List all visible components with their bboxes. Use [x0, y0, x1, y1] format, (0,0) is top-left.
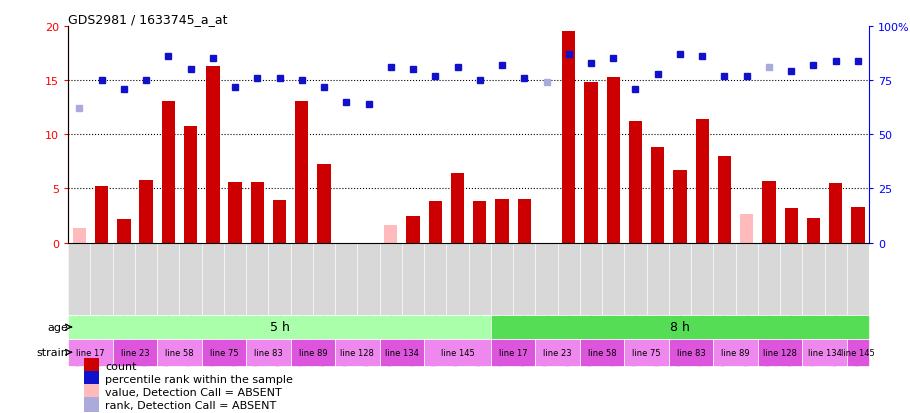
Bar [162, 102, 175, 243]
Bar [85, 397, 98, 412]
Bar [318, 164, 330, 243]
Bar [379, 339, 424, 366]
Bar [228, 183, 242, 243]
Bar [669, 339, 713, 366]
Bar [673, 171, 687, 243]
Bar [73, 228, 86, 243]
Bar [68, 315, 490, 339]
Text: age: age [47, 322, 68, 332]
Bar [713, 339, 758, 366]
Bar [718, 157, 731, 243]
Bar [117, 219, 130, 243]
Text: line 89: line 89 [298, 348, 328, 357]
Bar [384, 226, 398, 243]
Bar [874, 191, 887, 243]
Bar [250, 183, 264, 243]
Bar [407, 216, 420, 243]
Text: line 83: line 83 [677, 348, 705, 357]
Bar [207, 67, 219, 243]
Text: GDS2981 / 1633745_a_at: GDS2981 / 1633745_a_at [68, 13, 228, 26]
Text: strain: strain [36, 347, 68, 357]
Text: line 89: line 89 [722, 348, 750, 357]
Bar [68, 339, 113, 366]
Bar [535, 339, 580, 366]
Text: line 145: line 145 [440, 348, 474, 357]
Text: line 128: line 128 [763, 348, 797, 357]
Bar [758, 339, 803, 366]
Bar [335, 339, 379, 366]
Bar [490, 339, 535, 366]
Bar [803, 339, 847, 366]
Bar [580, 339, 624, 366]
Bar [273, 201, 287, 243]
Bar [202, 339, 247, 366]
Text: rank, Detection Call = ABSENT: rank, Detection Call = ABSENT [105, 400, 277, 410]
Text: percentile rank within the sample: percentile rank within the sample [105, 374, 293, 384]
Bar [490, 315, 869, 339]
Bar [651, 148, 664, 243]
Bar [295, 102, 308, 243]
Bar [290, 339, 335, 366]
Bar [139, 180, 153, 243]
Text: line 23: line 23 [121, 348, 149, 357]
Bar [629, 122, 642, 243]
Text: line 58: line 58 [588, 348, 616, 357]
Bar [584, 83, 598, 243]
Bar [113, 339, 157, 366]
Text: line 17: line 17 [76, 348, 105, 357]
Text: line 75: line 75 [632, 348, 661, 357]
Bar [85, 384, 98, 399]
Text: count: count [105, 361, 136, 371]
Bar [695, 120, 709, 243]
Bar [85, 371, 98, 387]
Bar [829, 184, 843, 243]
Text: value, Detection Call = ABSENT: value, Detection Call = ABSENT [105, 387, 282, 397]
Bar [851, 207, 864, 243]
Text: line 83: line 83 [254, 348, 283, 357]
Bar [847, 339, 869, 366]
Bar [518, 200, 531, 243]
Bar [495, 200, 509, 243]
Text: line 128: line 128 [340, 348, 374, 357]
Text: line 75: line 75 [209, 348, 238, 357]
Bar [624, 339, 669, 366]
Bar [450, 174, 464, 243]
Bar [424, 339, 490, 366]
Bar [85, 358, 98, 373]
Text: 5 h: 5 h [269, 321, 289, 334]
Text: line 145: line 145 [841, 348, 875, 357]
Bar [784, 209, 798, 243]
Bar [807, 218, 820, 243]
Bar [763, 181, 775, 243]
Text: line 58: line 58 [165, 348, 194, 357]
Bar [740, 215, 753, 243]
Text: line 23: line 23 [543, 348, 572, 357]
Bar [473, 202, 487, 243]
Text: line 134: line 134 [385, 348, 419, 357]
Bar [562, 32, 575, 243]
Text: line 17: line 17 [499, 348, 528, 357]
Text: 8 h: 8 h [670, 321, 690, 334]
Bar [429, 202, 442, 243]
Bar [607, 78, 620, 243]
Text: line 134: line 134 [807, 348, 842, 357]
Bar [247, 339, 290, 366]
Bar [184, 126, 197, 243]
Bar [157, 339, 202, 366]
Bar [95, 187, 108, 243]
